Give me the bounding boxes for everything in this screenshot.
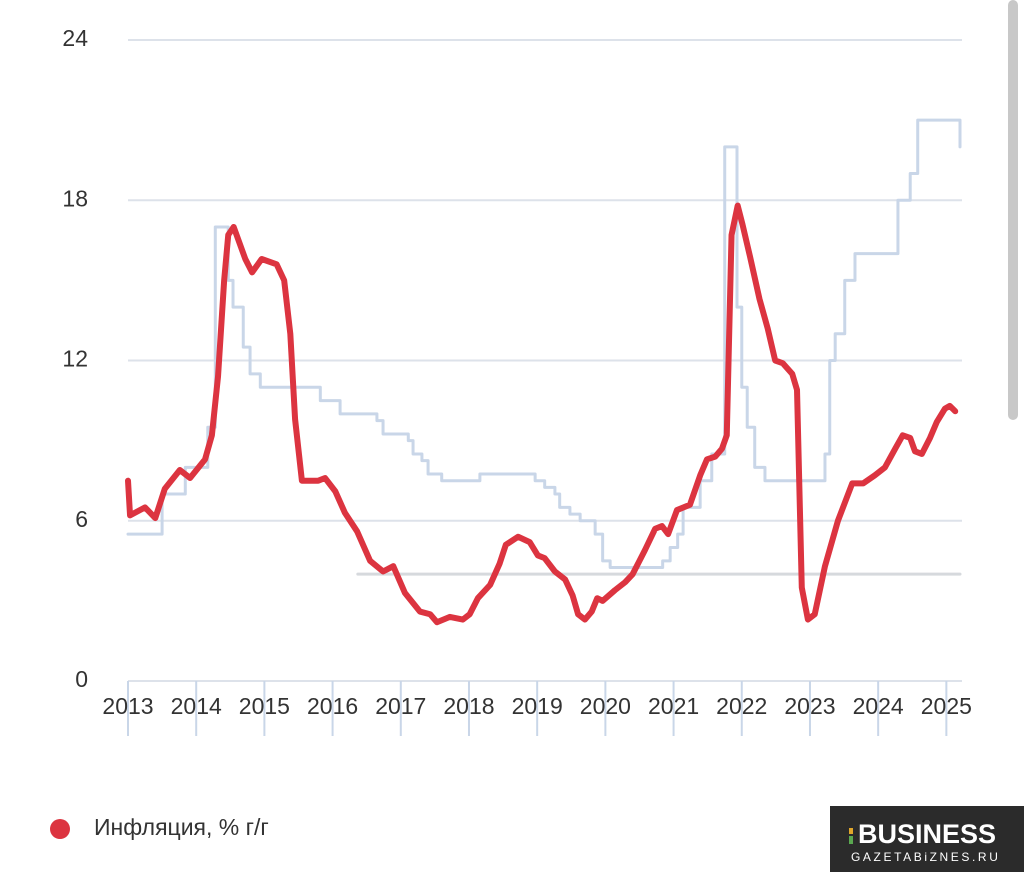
- legend-marker: [50, 819, 70, 839]
- x-tick-label: 2022: [716, 693, 767, 719]
- watermark-brand: BUSINESS: [858, 819, 996, 849]
- watermark-site: GAZETABiZNES.RU: [851, 850, 1000, 864]
- x-tick-label: 2017: [375, 693, 426, 719]
- y-tick-label: 24: [62, 25, 88, 51]
- reference-line: [126, 118, 962, 569]
- y-tick-label: 18: [62, 185, 88, 211]
- y-tick-label: 0: [75, 666, 88, 692]
- x-tick-label: 2024: [853, 693, 904, 719]
- x-tick-label: 2023: [784, 693, 835, 719]
- x-tick-label: 2020: [580, 693, 631, 719]
- watermark: BUSINESS GAZETABiZNES.RU: [830, 806, 1024, 872]
- y-tick-label: 6: [75, 506, 88, 532]
- x-tick-label: 2016: [307, 693, 358, 719]
- x-tick-label: 2021: [648, 693, 699, 719]
- x-tick-label: 2019: [512, 693, 563, 719]
- x-tick-label: 2013: [102, 693, 153, 719]
- x-tick-label: 2015: [239, 693, 290, 719]
- inflation-line: [125, 202, 959, 626]
- y-tick-label: 12: [62, 346, 88, 372]
- x-tick-label: 2018: [443, 693, 494, 719]
- scrollbar: [1008, 0, 1018, 420]
- logo-icon: [849, 836, 853, 844]
- watermark-box: [830, 806, 1024, 872]
- x-tick-label: 2025: [921, 693, 972, 719]
- x-tick-label: 2014: [171, 693, 222, 719]
- legend-label: Инфляция, % г/г: [94, 814, 269, 840]
- logo-icon: [849, 828, 853, 834]
